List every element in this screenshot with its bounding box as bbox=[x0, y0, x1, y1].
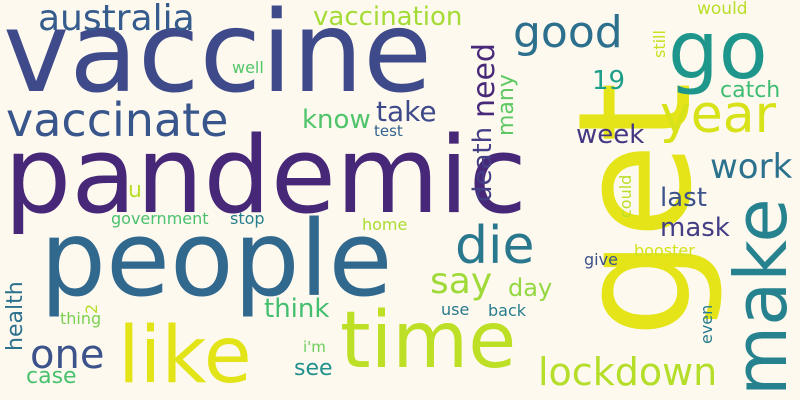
word-health: health bbox=[3, 281, 28, 351]
word-week: week bbox=[576, 120, 645, 150]
word-year: year bbox=[660, 85, 777, 145]
word-work: work bbox=[710, 147, 793, 187]
word-well: well bbox=[232, 58, 264, 77]
word-vaccination: vaccination bbox=[313, 2, 463, 32]
word-pandemic: pandemic bbox=[4, 114, 527, 237]
word-use: use bbox=[441, 300, 470, 319]
word-vaccinate: vaccinate bbox=[6, 93, 229, 147]
word-could: could bbox=[616, 174, 635, 218]
word-would: would bbox=[697, 0, 748, 19]
word-give: give bbox=[584, 250, 618, 269]
word-im: i'm bbox=[303, 338, 326, 356]
word-booster: booster bbox=[634, 241, 695, 260]
word-day: day bbox=[508, 274, 553, 302]
word-see: see bbox=[294, 356, 333, 381]
word-make: make bbox=[719, 198, 800, 396]
word-go: go bbox=[668, 4, 768, 97]
word-thing: thing bbox=[60, 309, 102, 328]
word-people: people bbox=[40, 198, 393, 320]
word-last: last bbox=[660, 183, 707, 213]
word-even: even bbox=[697, 304, 716, 344]
word-take: take bbox=[376, 95, 437, 128]
word-like: like bbox=[118, 311, 252, 400]
word-lockdown: lockdown bbox=[538, 350, 718, 394]
word-case: case bbox=[26, 364, 77, 389]
word-u: u bbox=[128, 178, 142, 203]
word-time: time bbox=[340, 296, 517, 386]
word-home: home bbox=[362, 215, 408, 234]
word-say: say bbox=[430, 261, 493, 302]
word-stop: stop bbox=[230, 209, 265, 228]
word-many: many bbox=[494, 74, 519, 136]
word-government: government bbox=[111, 209, 209, 228]
word-australia: australia bbox=[38, 0, 195, 39]
word-good: good bbox=[513, 7, 623, 58]
word-death: death bbox=[468, 126, 498, 202]
word-catch: catch bbox=[720, 78, 781, 103]
word-19: 19 bbox=[592, 66, 626, 96]
word-still: still bbox=[650, 30, 669, 58]
word-one: one bbox=[30, 332, 105, 378]
word-mask: mask bbox=[660, 213, 730, 243]
word-know: know bbox=[302, 105, 371, 135]
word-die: die bbox=[455, 216, 535, 276]
word-think: think bbox=[264, 294, 330, 324]
word-test: test bbox=[374, 122, 403, 140]
word-vaccine: vaccine bbox=[3, 0, 433, 118]
word-back: back bbox=[488, 301, 527, 320]
